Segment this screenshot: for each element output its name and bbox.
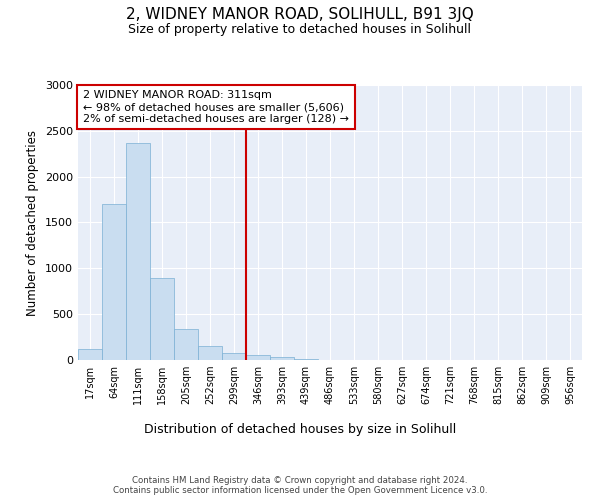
Bar — [246, 355, 270, 360]
Y-axis label: Number of detached properties: Number of detached properties — [26, 130, 40, 316]
Bar — [270, 357, 294, 360]
Bar — [222, 352, 246, 360]
Text: Distribution of detached houses by size in Solihull: Distribution of detached houses by size … — [144, 422, 456, 436]
Bar — [126, 142, 150, 360]
Bar — [174, 329, 198, 360]
Bar — [294, 359, 318, 360]
Text: Size of property relative to detached houses in Solihull: Size of property relative to detached ho… — [128, 22, 472, 36]
Bar — [198, 346, 222, 360]
Text: 2, WIDNEY MANOR ROAD, SOLIHULL, B91 3JQ: 2, WIDNEY MANOR ROAD, SOLIHULL, B91 3JQ — [126, 8, 474, 22]
Bar — [78, 349, 102, 360]
Bar — [102, 204, 126, 360]
Bar — [150, 278, 174, 360]
Text: Contains HM Land Registry data © Crown copyright and database right 2024.
Contai: Contains HM Land Registry data © Crown c… — [113, 476, 487, 495]
Text: 2 WIDNEY MANOR ROAD: 311sqm
← 98% of detached houses are smaller (5,606)
2% of s: 2 WIDNEY MANOR ROAD: 311sqm ← 98% of det… — [83, 90, 349, 124]
